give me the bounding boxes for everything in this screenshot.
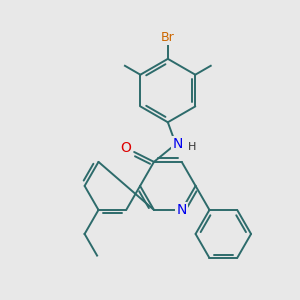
Text: O: O — [120, 141, 131, 155]
Text: N: N — [172, 137, 183, 151]
Text: Br: Br — [161, 31, 175, 44]
Text: H: H — [188, 142, 196, 152]
Text: N: N — [176, 203, 187, 217]
